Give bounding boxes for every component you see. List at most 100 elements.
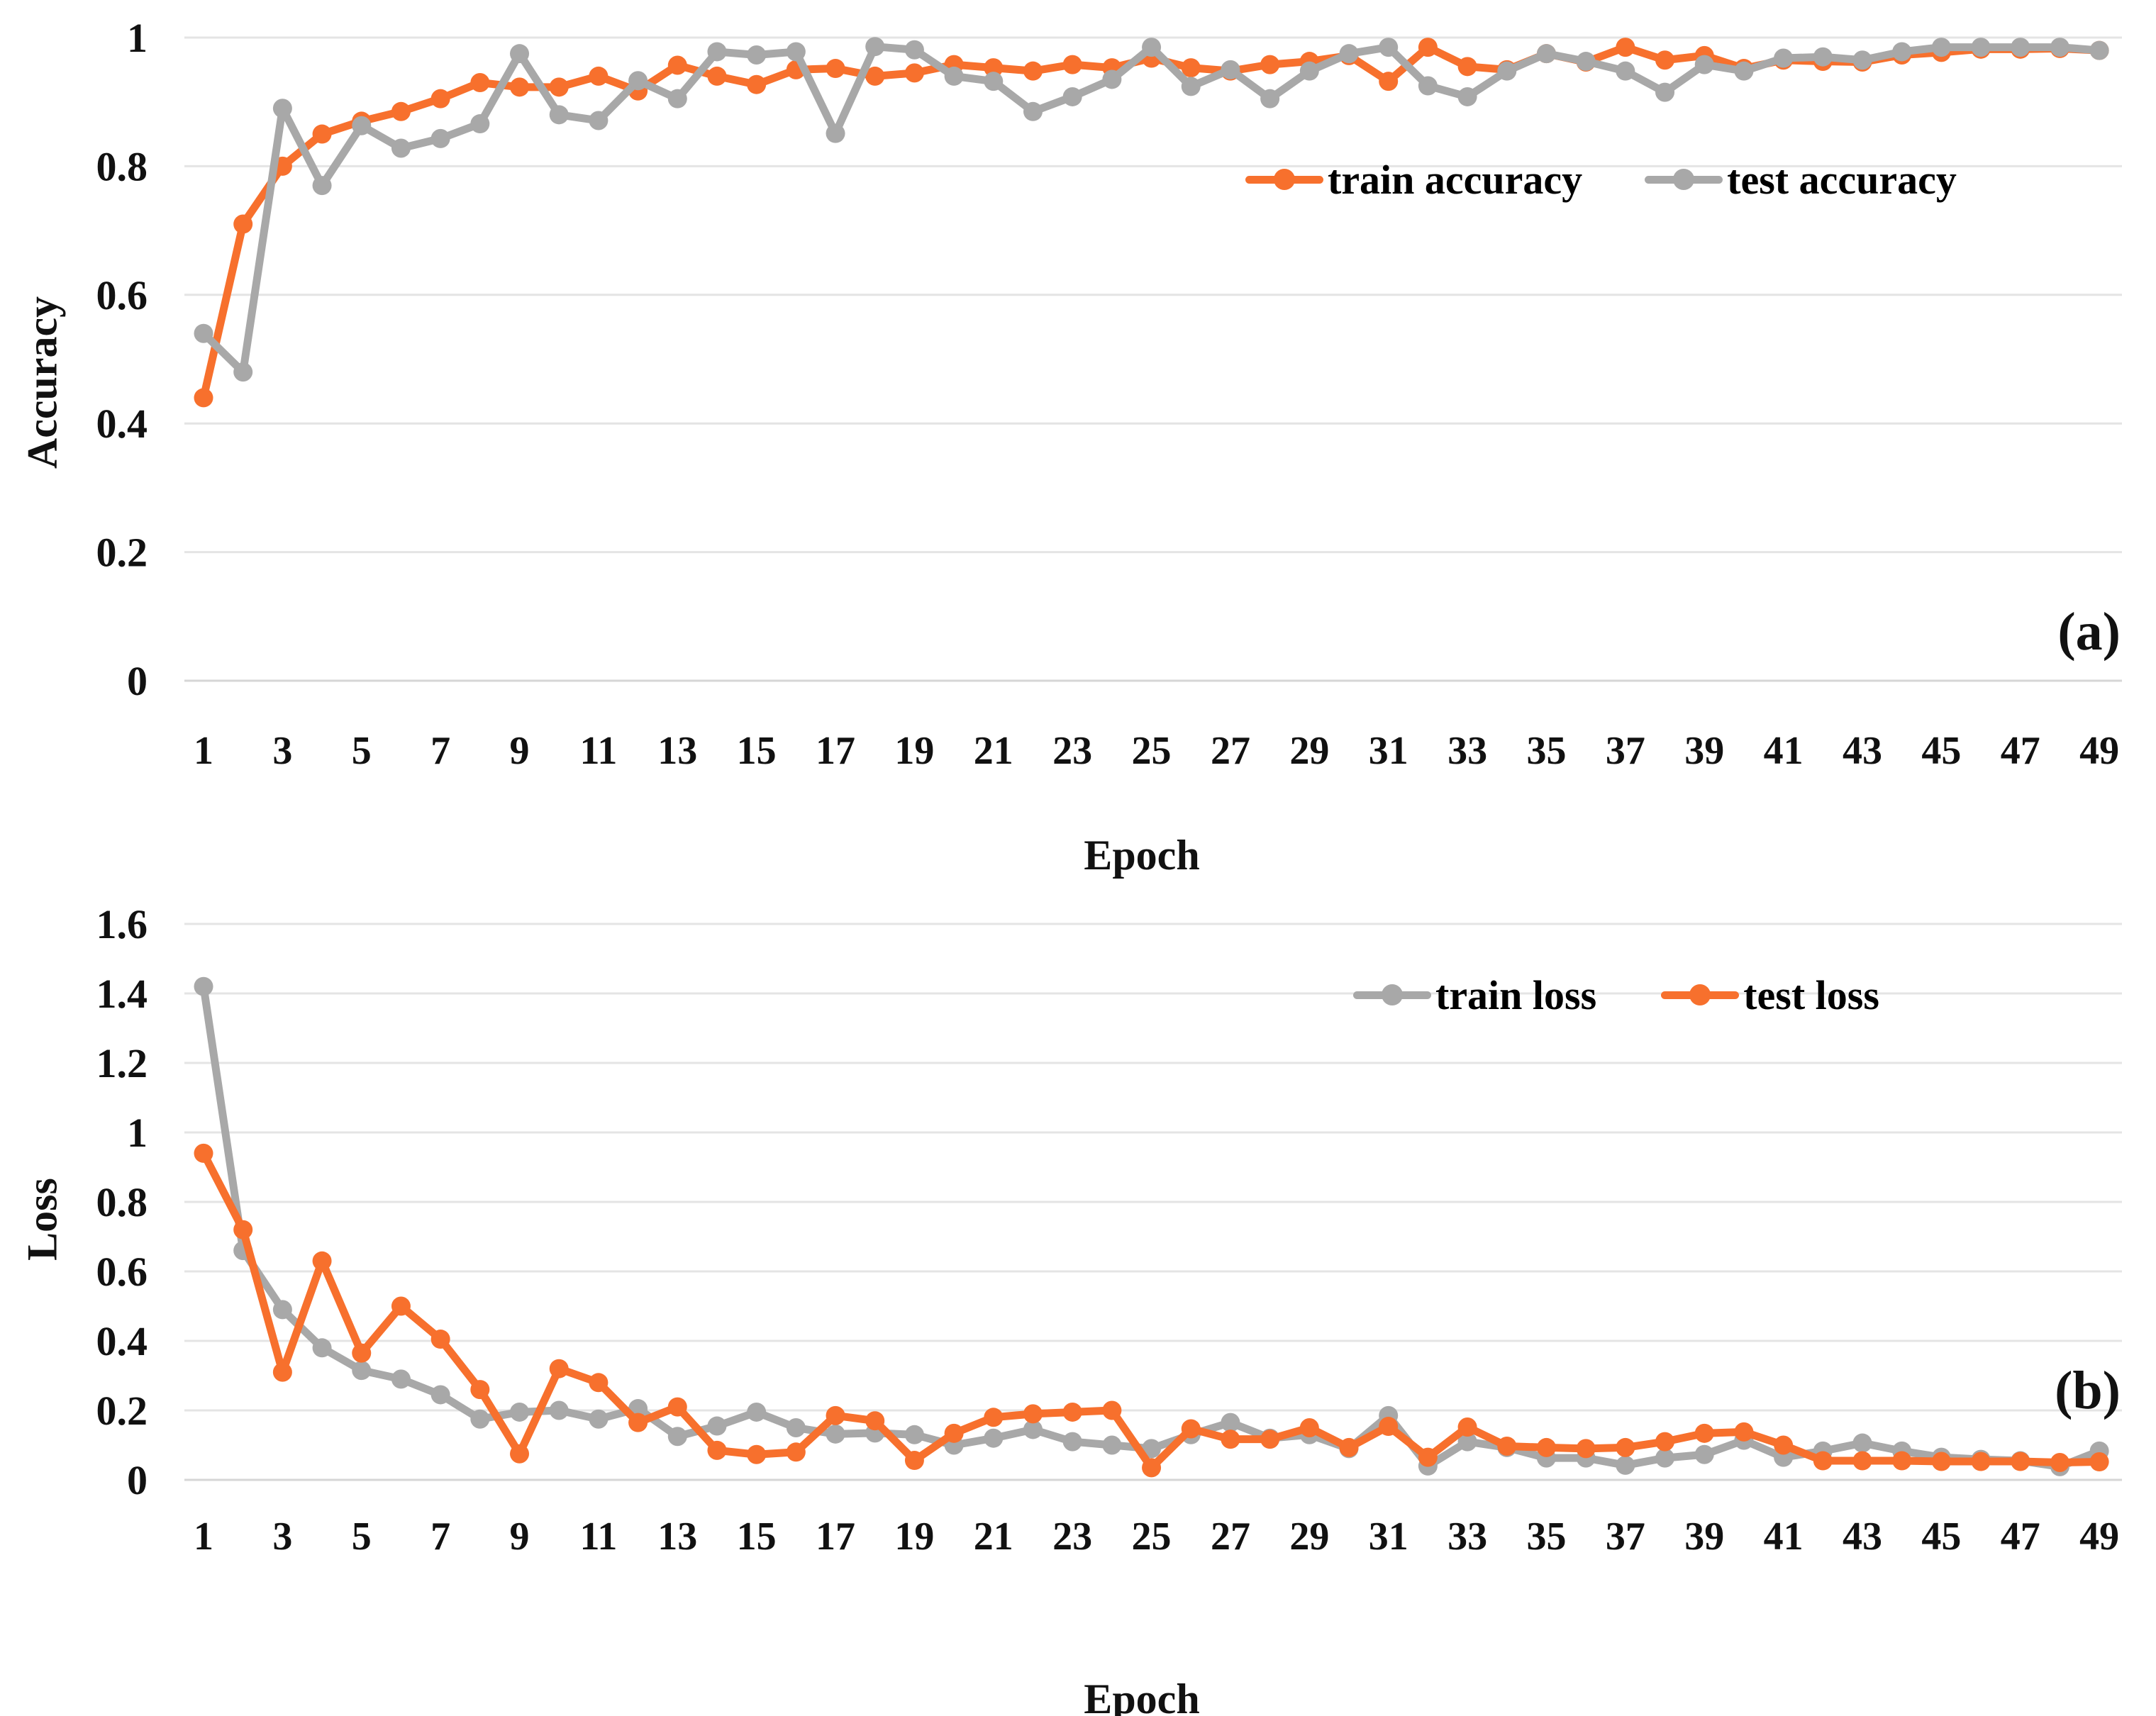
accuracy-data-point: [1299, 61, 1319, 81]
loss-y-tick-label: 1.4: [96, 971, 148, 1017]
loss-data-point: [1221, 1413, 1240, 1432]
accuracy-data-point: [1260, 55, 1280, 74]
loss-data-point: [430, 1385, 450, 1405]
accuracy-x-tick-label: 15: [737, 729, 777, 773]
loss-legend: train loss test loss: [1353, 972, 1879, 1018]
loss-x-tick-label: 47: [2001, 1515, 2040, 1559]
loss-data-point: [549, 1359, 569, 1378]
loss-data-point: [1023, 1404, 1043, 1424]
accuracy-data-point: [667, 89, 687, 108]
accuracy-data-point: [747, 74, 767, 94]
loss-data-point: [272, 1300, 292, 1320]
accuracy-y-tick-label: 0: [127, 658, 148, 704]
accuracy-data-point: [707, 66, 727, 86]
loss-data-point: [194, 976, 213, 996]
accuracy-data-point: [1655, 50, 1675, 70]
loss-x-axis-title: Epoch: [1084, 1676, 1200, 1716]
loss-y-axis-title: Loss: [18, 1178, 66, 1261]
loss-data-point: [352, 1343, 372, 1363]
accuracy-data-point: [747, 45, 767, 65]
accuracy-x-tick-label: 19: [894, 729, 934, 773]
accuracy-x-tick-label: 47: [2001, 729, 2040, 773]
loss-data-point: [1418, 1447, 1438, 1467]
loss-data-point: [1892, 1451, 1912, 1471]
accuracy-data-point: [1536, 44, 1556, 64]
loss-data-point: [1457, 1432, 1477, 1452]
accuracy-x-tick-label: 29: [1289, 729, 1329, 773]
loss-data-point: [1102, 1435, 1122, 1455]
accuracy-data-point: [391, 138, 411, 158]
loss-data-point: [1181, 1419, 1201, 1439]
loss-data-point: [1931, 1452, 1951, 1471]
accuracy-data-point: [984, 58, 1004, 78]
panel-label-a: (a): [2057, 602, 2121, 662]
loss-x-tick-label: 7: [430, 1515, 450, 1559]
loss-x-tick-label: 29: [1289, 1515, 1329, 1559]
accuracy-data-point: [1023, 61, 1043, 81]
loss-x-tick-label: 21: [974, 1515, 1013, 1559]
accuracy-data-point: [667, 55, 687, 75]
loss-data-point: [1655, 1448, 1675, 1468]
accuracy-data-point: [1181, 58, 1201, 78]
loss-data-point: [1813, 1451, 1833, 1471]
accuracy-y-tick-label: 1: [127, 15, 148, 61]
loss-data-point: [786, 1418, 806, 1437]
legend-label: train loss: [1435, 971, 1597, 1018]
train-loss-line-marker-icon: [1353, 984, 1431, 1005]
loss-x-tick-label: 13: [657, 1515, 697, 1559]
accuracy-x-tick-label: 31: [1369, 729, 1408, 773]
accuracy-x-tick-label: 1: [194, 729, 213, 773]
accuracy-x-tick-label: 17: [816, 729, 855, 773]
loss-data-point: [667, 1427, 687, 1447]
loss-x-tick-label: 45: [1921, 1515, 1961, 1559]
accuracy-x-tick-label: 25: [1132, 729, 1172, 773]
loss-data-point: [1616, 1437, 1635, 1457]
accuracy-data-point: [1457, 87, 1477, 106]
accuracy-data-point: [312, 124, 332, 144]
loss-x-tick-label: 17: [816, 1515, 855, 1559]
loss-data-point: [628, 1413, 648, 1432]
accuracy-x-tick-label: 21: [974, 729, 1013, 773]
accuracy-data-point: [2050, 38, 2069, 57]
loss-y-tick-label: 0.6: [96, 1249, 148, 1295]
loss-x-tick-label: 5: [352, 1515, 372, 1559]
accuracy-data-point: [826, 123, 845, 143]
loss-data-point: [786, 1442, 806, 1462]
loss-x-tick-label: 41: [1764, 1515, 1804, 1559]
legend-item-train-accuracy: train accuracy: [1245, 156, 1582, 204]
loss-data-point: [1852, 1451, 1872, 1471]
accuracy-x-tick-label: 35: [1526, 729, 1566, 773]
accuracy-data-point: [233, 362, 253, 382]
loss-y-tick-label: 0: [127, 1457, 148, 1503]
loss-data-point: [865, 1411, 885, 1431]
accuracy-data-point: [272, 99, 292, 118]
loss-data-point: [1379, 1417, 1399, 1437]
loss-data-point: [984, 1408, 1004, 1427]
accuracy-data-point: [1813, 47, 1833, 67]
accuracy-data-point: [707, 42, 727, 62]
loss-data-point: [1497, 1436, 1517, 1456]
accuracy-series-line: [199, 43, 2104, 377]
accuracy-data-point: [904, 63, 924, 83]
loss-data-point: [1457, 1417, 1477, 1437]
loss-data-point: [747, 1402, 767, 1422]
accuracy-data-point: [1221, 60, 1240, 79]
accuracy-data-point: [1616, 61, 1635, 81]
loss-data-point: [1694, 1423, 1714, 1443]
accuracy-data-point: [194, 323, 213, 343]
accuracy-data-point: [1418, 38, 1438, 57]
accuracy-x-tick-label: 41: [1764, 729, 1804, 773]
loss-data-point: [667, 1397, 687, 1417]
loss-data-point: [549, 1400, 569, 1420]
accuracy-x-tick-label: 27: [1211, 729, 1250, 773]
loss-data-point: [1694, 1444, 1714, 1464]
loss-data-point: [510, 1402, 530, 1422]
accuracy-data-point: [865, 66, 885, 86]
accuracy-data-point: [2089, 40, 2109, 60]
accuracy-x-tick-label: 23: [1052, 729, 1092, 773]
loss-y-tick-label: 0.8: [96, 1179, 148, 1225]
loss-data-point: [510, 1444, 530, 1464]
loss-data-point: [984, 1428, 1004, 1448]
loss-data-point: [1142, 1439, 1162, 1459]
